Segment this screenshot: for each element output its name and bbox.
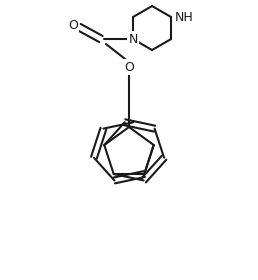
Text: NH: NH [175, 11, 194, 24]
Text: O: O [124, 60, 134, 74]
Text: O: O [68, 18, 78, 32]
Text: N: N [128, 32, 138, 46]
